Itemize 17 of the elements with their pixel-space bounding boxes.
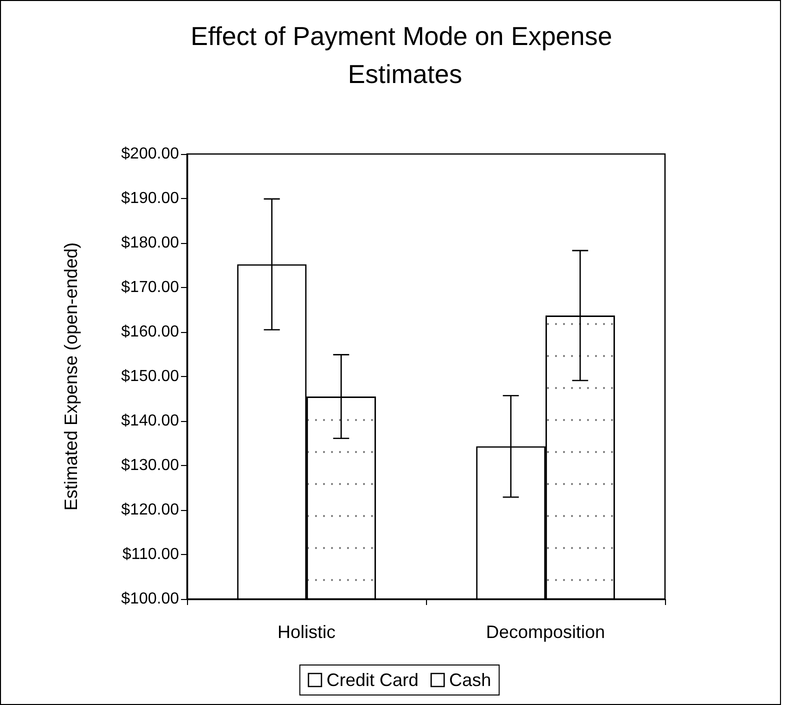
legend-label: Credit Card — [326, 670, 419, 690]
x-tick-label: Decomposition — [486, 622, 606, 642]
y-tick-label: $160.00 — [121, 324, 180, 340]
chart-title: Effect of Payment Mode on Expense Estimates — [190, 21, 620, 89]
y-tick-label: $120.00 — [121, 502, 180, 518]
y-tick-label: $140.00 — [121, 412, 180, 430]
y-tick-label: $130.00 — [121, 457, 180, 474]
y-tick-label: $200.00 — [121, 146, 180, 162]
y-tick-label: $110.00 — [122, 546, 180, 563]
legend-label: Cash — [449, 670, 492, 690]
y-tick-label: $190.00 — [121, 190, 180, 207]
x-tick-label: Holistic — [277, 622, 336, 642]
y-tick-label: $150.00 — [121, 368, 180, 385]
y-tick-label: $100.00 — [121, 590, 180, 608]
y-tick-label: $170.00 — [121, 279, 180, 296]
y-axis-title: Estimated Expense (open-ended) — [61, 242, 81, 511]
y-tick-label: $180.00 — [121, 234, 180, 252]
